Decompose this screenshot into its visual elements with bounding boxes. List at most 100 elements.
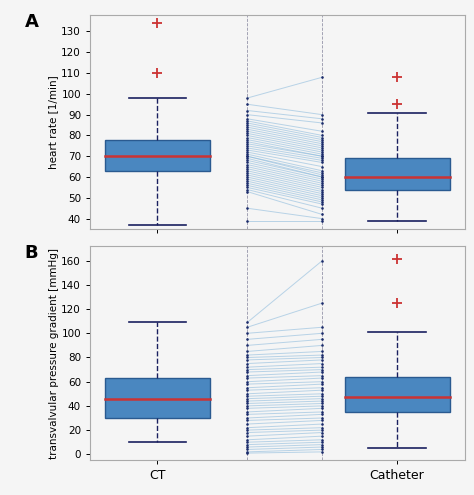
- Point: [319, 395, 326, 402]
- Point: [244, 106, 251, 114]
- Point: [244, 390, 251, 398]
- Point: [319, 390, 326, 398]
- Point: [244, 347, 251, 355]
- Point: [319, 132, 326, 140]
- Point: [319, 152, 326, 160]
- Point: [244, 438, 251, 446]
- Point: [319, 257, 326, 265]
- FancyBboxPatch shape: [105, 140, 210, 171]
- Point: [244, 173, 251, 181]
- Point: [244, 372, 251, 380]
- Point: [319, 190, 326, 198]
- Point: [319, 410, 326, 418]
- Point: [319, 119, 326, 127]
- Point: [319, 429, 326, 437]
- Point: [244, 448, 251, 456]
- Point: [319, 386, 326, 394]
- Point: [319, 436, 326, 444]
- Point: [244, 134, 251, 142]
- Point: [319, 368, 326, 376]
- Point: [244, 395, 251, 402]
- Point: [319, 347, 326, 355]
- Point: [244, 181, 251, 189]
- Point: [319, 186, 326, 194]
- Y-axis label: heart rate [1/min]: heart rate [1/min]: [48, 75, 58, 169]
- Point: [319, 441, 326, 448]
- Point: [244, 154, 251, 162]
- Point: [244, 100, 251, 108]
- Point: [244, 165, 251, 173]
- Point: [244, 119, 251, 127]
- Point: [244, 356, 251, 364]
- Point: [244, 323, 251, 331]
- Point: [319, 336, 326, 344]
- Point: [319, 397, 326, 405]
- Point: [319, 194, 326, 202]
- Point: [319, 424, 326, 432]
- Point: [244, 138, 251, 146]
- Point: [319, 215, 326, 223]
- FancyBboxPatch shape: [105, 378, 210, 418]
- Point: [244, 359, 251, 367]
- Point: [244, 441, 251, 448]
- Point: [319, 192, 326, 199]
- Point: [244, 152, 251, 160]
- Point: [244, 402, 251, 410]
- Point: [319, 177, 326, 185]
- Point: [244, 125, 251, 133]
- Point: [244, 204, 251, 212]
- Point: [244, 408, 251, 416]
- Point: [244, 404, 251, 412]
- Point: [244, 416, 251, 424]
- Point: [244, 146, 251, 154]
- Point: [319, 188, 326, 196]
- Point: [319, 148, 326, 156]
- Point: [244, 426, 251, 434]
- Point: [244, 121, 251, 129]
- Point: [244, 158, 251, 166]
- Point: [244, 380, 251, 388]
- Point: [244, 136, 251, 144]
- Point: [319, 384, 326, 392]
- Point: [319, 438, 326, 446]
- Point: [319, 154, 326, 162]
- Point: [244, 140, 251, 148]
- Point: [244, 446, 251, 453]
- Point: [244, 424, 251, 432]
- FancyBboxPatch shape: [345, 377, 449, 412]
- FancyBboxPatch shape: [345, 158, 449, 190]
- Point: [244, 392, 251, 400]
- Point: [244, 163, 251, 171]
- Point: [244, 117, 251, 125]
- Point: [319, 146, 326, 154]
- Point: [319, 402, 326, 410]
- Point: [244, 144, 251, 152]
- Point: [319, 392, 326, 400]
- Point: [244, 318, 251, 326]
- Point: [319, 158, 326, 166]
- Point: [244, 443, 251, 451]
- Point: [244, 167, 251, 175]
- Point: [319, 443, 326, 451]
- Point: [319, 372, 326, 380]
- Point: [244, 132, 251, 140]
- Point: [319, 356, 326, 364]
- Point: [319, 136, 326, 144]
- Point: [244, 384, 251, 392]
- Point: [244, 414, 251, 422]
- Point: [244, 129, 251, 137]
- Point: [244, 217, 251, 225]
- Point: [319, 169, 326, 177]
- Point: [319, 414, 326, 422]
- Point: [244, 353, 251, 361]
- Point: [244, 378, 251, 386]
- Point: [319, 404, 326, 412]
- Point: [319, 115, 326, 123]
- Point: [319, 173, 326, 181]
- Point: [319, 446, 326, 453]
- Point: [244, 368, 251, 376]
- Point: [244, 188, 251, 196]
- Point: [319, 432, 326, 440]
- Y-axis label: transvalvular pressure gradient [mmHg]: transvalvular pressure gradient [mmHg]: [48, 248, 58, 459]
- Point: [244, 156, 251, 164]
